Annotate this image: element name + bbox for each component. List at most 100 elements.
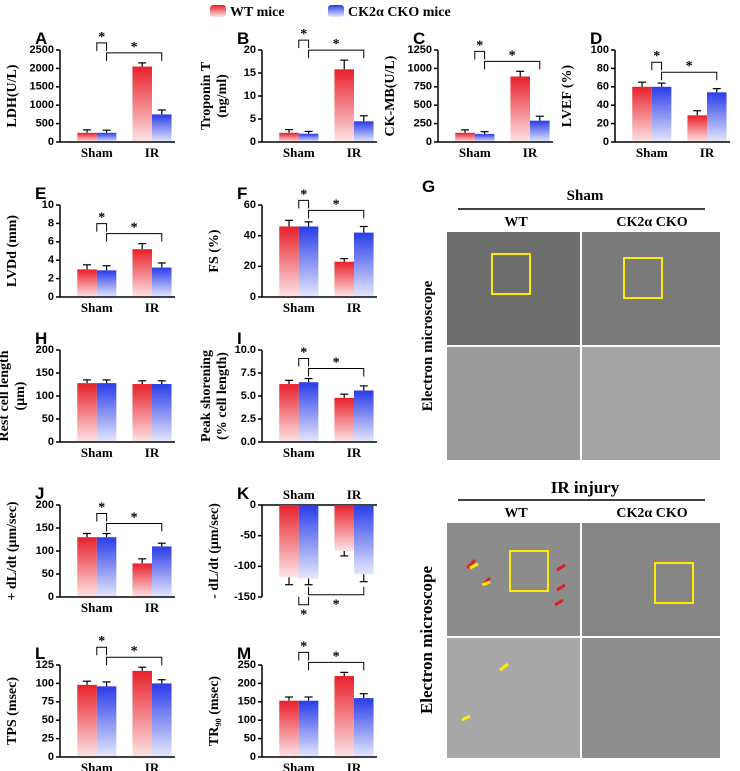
- panel-label: L: [35, 644, 45, 663]
- significance-label: *: [98, 501, 105, 516]
- y-tick-label: 25: [42, 733, 54, 745]
- bar: [152, 267, 172, 297]
- x-tick-label: Sham: [81, 445, 113, 460]
- y-tick-label: 0: [250, 136, 256, 148]
- y-axis-label: Rest cell length: [0, 350, 12, 441]
- significance-bracket: [474, 50, 486, 60]
- y-tick-label: 0: [603, 136, 609, 148]
- significance-bracket: [661, 71, 718, 81]
- bar: [687, 115, 707, 142]
- y-tick-label: -100: [234, 560, 256, 572]
- bar: [474, 133, 495, 142]
- y-tick-label: 50: [42, 568, 54, 580]
- y-tick-label: 0: [48, 291, 54, 303]
- y-axis-label: (% cell length): [215, 352, 230, 440]
- y-tick-label: 1000: [408, 62, 432, 74]
- significance-bracket: [308, 586, 365, 596]
- significance-label: *: [98, 634, 105, 649]
- panel-label: A: [35, 29, 47, 48]
- panel-label: J: [35, 484, 44, 503]
- bar: [354, 232, 374, 297]
- y-tick-label: 100: [36, 677, 54, 689]
- y-tick-label: -150: [234, 591, 256, 603]
- y-tick-label: 0: [48, 591, 54, 603]
- bar: [334, 261, 354, 297]
- y-tick-label: 0: [250, 751, 256, 763]
- bar: [530, 120, 550, 142]
- significance-bracket: [298, 39, 310, 49]
- x-tick-label: Sham: [283, 300, 315, 315]
- panel-label: H: [35, 329, 47, 348]
- y-tick-label: 50: [244, 733, 256, 745]
- significance-bracket: [96, 513, 108, 522]
- y-axis-label: - dL/dt (μm/sec): [207, 503, 222, 599]
- bar: [298, 505, 319, 579]
- panel-label: B: [237, 29, 249, 48]
- column-title: CK2α CKO: [616, 215, 687, 230]
- significance-bracket: [484, 60, 541, 70]
- significance-label: *: [131, 40, 138, 55]
- y-tick-label: 200: [36, 499, 54, 511]
- legend-label: WT mice: [230, 5, 285, 20]
- bar: [96, 270, 117, 297]
- significance-bracket: [106, 656, 163, 666]
- x-tick-label: IR: [523, 145, 538, 160]
- significance-label: *: [333, 356, 340, 371]
- bar: [279, 505, 299, 578]
- group-title: Sham: [567, 188, 604, 204]
- y-tick-label: 100: [591, 44, 609, 56]
- significance-bracket: [106, 233, 163, 242]
- bar: [334, 69, 354, 142]
- y-tick-label: 20: [244, 260, 256, 272]
- y-axis-label: + dL/dt (μm/sec): [5, 501, 20, 600]
- y-axis-label: LVEF (%): [560, 64, 575, 127]
- y-tick-label: 15: [244, 67, 256, 79]
- y-tick-label: -50: [240, 530, 256, 542]
- bar: [455, 132, 475, 142]
- x-tick-label: IR: [700, 145, 715, 160]
- y-tick-label: 2000: [30, 62, 54, 74]
- bar: [354, 390, 374, 442]
- significance-bracket: [298, 199, 310, 209]
- legend-label: CK2α CKO mice: [348, 5, 451, 20]
- significance-label: *: [98, 30, 105, 45]
- panel-label: E: [35, 184, 46, 203]
- x-tick-label: Sham: [283, 145, 315, 160]
- panel-label: I: [237, 329, 242, 348]
- x-tick-label: IR: [347, 760, 362, 771]
- y-tick-label: 20: [244, 44, 256, 56]
- significance-bracket: [308, 49, 365, 59]
- significance-bracket: [96, 42, 108, 51]
- y-axis-label: (ng/ml): [215, 74, 230, 118]
- y-tick-label: 100: [36, 390, 54, 402]
- y-axis-label: LVDd (mm): [5, 215, 20, 288]
- y-tick-label: 40: [244, 230, 256, 242]
- significance-bracket: [298, 596, 310, 606]
- micrograph: [582, 232, 720, 345]
- significance-label: *: [131, 644, 138, 659]
- y-tick-label: 50: [42, 714, 54, 726]
- column-title: CK2α CKO: [616, 506, 687, 521]
- y-tick-label: 60: [244, 199, 256, 211]
- bar: [354, 505, 374, 575]
- y-tick-label: 500: [414, 99, 432, 111]
- y-tick-label: 5.0: [241, 390, 256, 402]
- bar: [96, 383, 117, 442]
- y-tick-label: 0: [48, 751, 54, 763]
- bar: [77, 269, 97, 297]
- significance-label: *: [333, 197, 340, 212]
- bar: [651, 86, 672, 142]
- y-tick-label: 150: [36, 522, 54, 534]
- y-axis-label: (μm): [13, 381, 28, 410]
- y-tick-label: 0: [250, 291, 256, 303]
- significance-label: *: [509, 48, 516, 63]
- x-tick-label: IR: [145, 300, 160, 315]
- x-tick-label: Sham: [636, 145, 668, 160]
- significance-label: *: [686, 59, 693, 74]
- bar: [279, 384, 299, 442]
- bar: [132, 670, 152, 757]
- bar: [96, 132, 117, 142]
- x-tick-label: IR: [347, 145, 362, 160]
- row-title: Electron microscope: [420, 280, 436, 411]
- bar: [298, 382, 319, 442]
